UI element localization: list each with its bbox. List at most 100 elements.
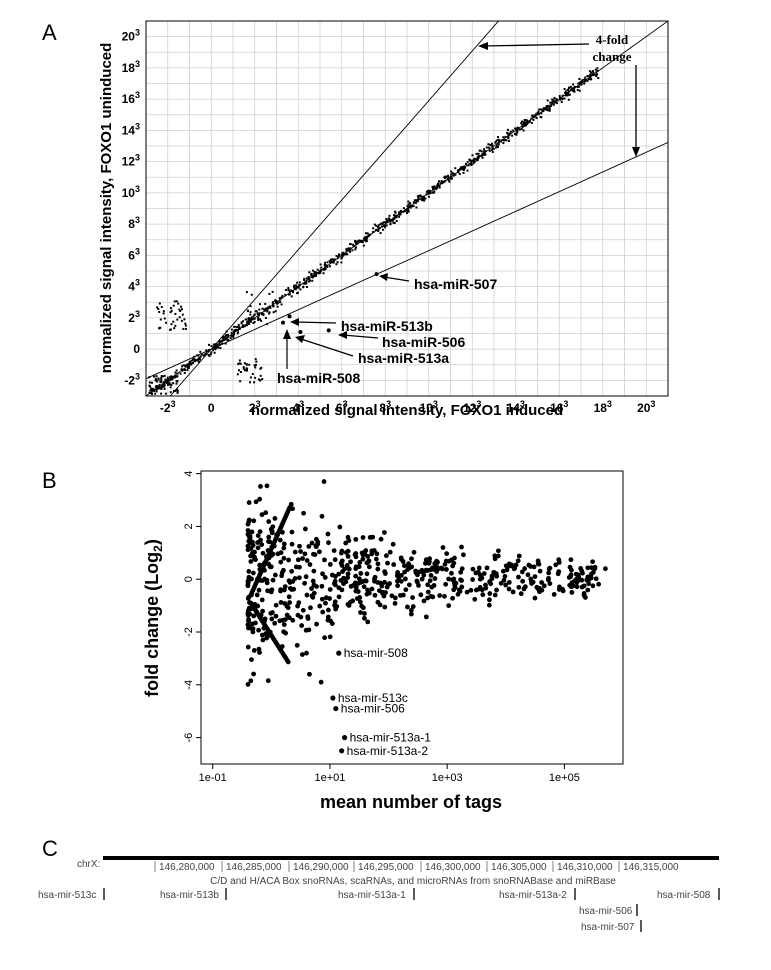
y-tick-label: 83 [128, 215, 140, 231]
data-point [284, 288, 287, 291]
data-point [349, 243, 352, 246]
data-point [330, 260, 333, 263]
data-point [172, 390, 175, 393]
data-point [266, 310, 269, 313]
data-point [335, 263, 338, 266]
panel-a-frame [145, 20, 669, 397]
data-point [294, 642, 300, 648]
data-point [155, 388, 158, 391]
data-point [337, 524, 343, 530]
data-point [506, 586, 512, 592]
data-point [534, 584, 540, 590]
four-fold-arrow-up [483, 43, 590, 47]
data-point [404, 208, 407, 211]
data-point [522, 129, 525, 132]
data-point [339, 548, 345, 554]
data-point [258, 318, 261, 321]
data-point [505, 139, 508, 142]
data-point [433, 190, 436, 193]
data-point [511, 134, 514, 137]
data-point [308, 271, 311, 274]
data-point [163, 317, 166, 320]
data-point [365, 554, 370, 559]
data-point [256, 577, 262, 583]
data-point [451, 576, 457, 582]
x-tick-label: 63 [336, 399, 348, 415]
data-point [492, 592, 498, 598]
data-point [584, 80, 587, 83]
data-point [360, 535, 366, 540]
data-point [424, 197, 427, 200]
data-point [481, 571, 487, 577]
data-point [452, 555, 457, 561]
highlight-label: hsa-mir-508 [344, 646, 408, 660]
data-point [428, 189, 431, 192]
data-point [483, 153, 486, 156]
data-point [481, 156, 484, 159]
highlight-point [341, 735, 348, 741]
data-point [590, 569, 596, 575]
data-point [464, 589, 470, 595]
data-point [382, 579, 387, 585]
data-point [293, 284, 296, 287]
data-point [496, 144, 499, 147]
data-point [384, 226, 387, 229]
data-point [328, 265, 331, 268]
data-point [411, 549, 417, 555]
data-point [425, 589, 431, 595]
data-point [315, 541, 321, 547]
data-point [250, 629, 256, 635]
data-point [255, 545, 261, 551]
data-point [395, 583, 401, 589]
data-point [286, 615, 292, 621]
data-point [274, 532, 280, 538]
data-point [395, 216, 398, 219]
data-point [288, 501, 294, 507]
data-point [546, 570, 552, 576]
y-tick-label: 63 [128, 246, 140, 262]
data-point [285, 659, 291, 665]
data-point [251, 613, 257, 619]
data-point [451, 560, 457, 566]
data-point [518, 591, 524, 597]
data-point [339, 587, 345, 593]
data-point [540, 112, 543, 115]
data-point [317, 272, 320, 275]
data-point [301, 510, 306, 516]
data-point [473, 570, 479, 576]
data-point [169, 375, 172, 378]
data-point [348, 250, 351, 253]
data-point [525, 123, 528, 126]
data-point [316, 268, 319, 271]
data-point [249, 529, 255, 535]
data-point [357, 595, 363, 600]
data-point [471, 154, 474, 157]
data-point [385, 218, 388, 221]
data-point [429, 584, 435, 590]
data-point [427, 192, 430, 195]
data-point [180, 319, 183, 322]
data-point [447, 174, 450, 177]
data-point [382, 571, 388, 576]
data-point [277, 618, 283, 624]
data-point [444, 567, 449, 572]
data-point [290, 506, 295, 512]
data-point [164, 378, 167, 381]
data-point [248, 319, 251, 322]
data-point [363, 239, 366, 242]
data-point [247, 600, 252, 605]
data-point [331, 581, 337, 586]
data-point [421, 199, 424, 202]
panel-b-points [245, 479, 608, 687]
data-point [263, 510, 269, 516]
data-point [354, 241, 357, 244]
data-point [347, 247, 350, 250]
data-point [472, 162, 475, 165]
data-point [361, 584, 367, 590]
data-point [225, 334, 228, 337]
data-point [333, 606, 339, 612]
data-point [312, 552, 318, 557]
data-point [594, 74, 597, 77]
data-point [463, 167, 466, 170]
